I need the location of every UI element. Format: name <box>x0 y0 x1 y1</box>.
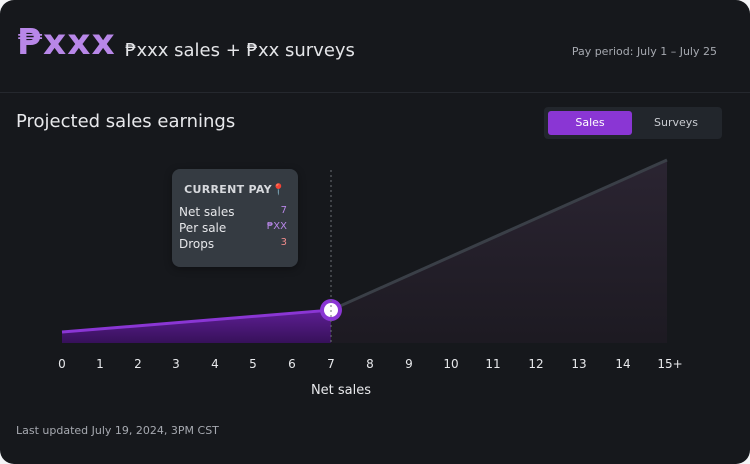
current-pay-tooltip: CURRENT PAY📍 Net sales 7 Per sale ₱XX Dr… <box>172 169 298 267</box>
x-tick-label: 10 <box>443 357 458 371</box>
pin-icon: 📍 <box>271 183 286 196</box>
tooltip-row-per-sale: Per sale ₱XX <box>179 221 287 235</box>
tooltip-value: 7 <box>280 205 287 216</box>
x-tick-label: 4 <box>211 357 219 371</box>
tab-surveys[interactable]: Surveys <box>654 116 698 129</box>
section-title: Projected sales earnings <box>16 111 236 132</box>
current-area <box>62 310 331 343</box>
x-tick-label: 7 <box>327 357 335 371</box>
tooltip-value: 3 <box>280 237 287 248</box>
earnings-chart: 0 1 2 3 4 5 6 7 8 9 10 11 12 13 14 15+ Net sales <box>58 158 683 398</box>
tooltip-row-drops: Drops 3 <box>179 237 287 251</box>
x-tick-label: 5 <box>249 357 257 371</box>
x-tick-label: 9 <box>405 357 413 371</box>
x-tick-label: 1 <box>96 357 104 371</box>
x-tick-label: 14 <box>615 357 630 371</box>
x-tick-label: 0 <box>58 357 66 371</box>
x-tick-label: 11 <box>485 357 500 371</box>
x-tick-label: 2 <box>134 357 142 371</box>
x-tick-label: 15+ <box>657 357 682 371</box>
x-tick-label: 3 <box>172 357 180 371</box>
last-updated: Last updated July 19, 2024, 3PM CST <box>16 424 219 437</box>
earnings-breakdown: ₱xxx sales + ₱xx surveys <box>125 40 355 61</box>
header: ₱xxx ₱xxx sales + ₱xx surveys Pay period… <box>0 0 750 93</box>
current-line <box>61 308 332 334</box>
projected-area <box>331 160 667 343</box>
tab-sales[interactable]: Sales <box>548 111 632 135</box>
sales-surveys-toggle: Sales Surveys <box>544 107 722 139</box>
x-axis-label: Net sales <box>311 383 371 398</box>
tooltip-row-net-sales: Net sales 7 <box>179 205 287 219</box>
x-tick-label: 12 <box>528 357 543 371</box>
x-tick-label: 8 <box>366 357 374 371</box>
x-tick-label: 13 <box>571 357 586 371</box>
pay-period: Pay period: July 1 – July 25 <box>571 45 717 58</box>
x-tick-label: 6 <box>288 357 296 371</box>
total-amount: ₱xxx <box>17 22 116 63</box>
projected-line <box>330 158 668 312</box>
tooltip-title: CURRENT PAY📍 <box>184 183 286 196</box>
tooltip-value: ₱XX <box>266 221 287 232</box>
